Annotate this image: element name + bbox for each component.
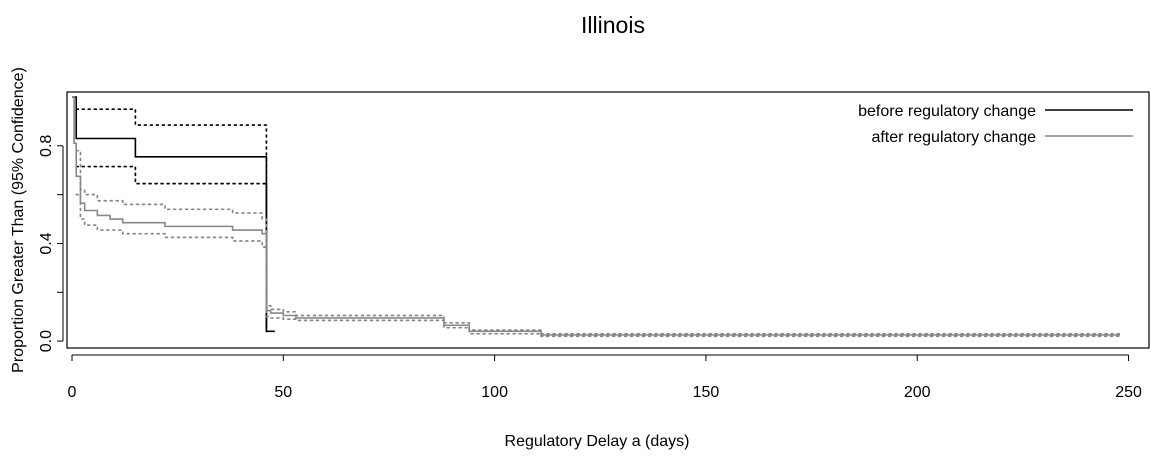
legend-label: before regulatory change (858, 103, 1036, 120)
x-tick-label: 150 (693, 384, 720, 401)
y-tick-label: 0.4 (38, 232, 55, 254)
y-tick-label: 0.8 (38, 135, 55, 157)
y-tick-label: 0.0 (38, 330, 55, 352)
series-layer (72, 96, 1121, 338)
series-2-lower-line (75, 165, 268, 333)
series-5-lower-line (75, 193, 1121, 338)
x-tick-label: 50 (274, 384, 292, 401)
series-1-upper-line (75, 108, 268, 333)
legend-label: after regulatory change (871, 129, 1036, 146)
x-axis: 0 50 100 150 200 250 (68, 354, 1142, 401)
y-axis-label: Proportion Greater Than (95% Confidence) (10, 67, 27, 373)
x-axis-label: Regulatory Delay a (days) (505, 433, 690, 450)
series-0-estimate-line (72, 96, 275, 333)
chart-title: Illinois (581, 12, 645, 38)
y-axis: 0.0 0.4 0.8 (38, 135, 64, 352)
x-tick-label: 100 (481, 384, 508, 401)
legend: before regulatory change after regulatory… (858, 103, 1133, 146)
series-4-upper-line (75, 149, 1121, 335)
x-tick-label: 200 (904, 384, 931, 401)
x-tick-label: 0 (68, 384, 77, 401)
x-tick-label: 250 (1115, 384, 1142, 401)
plot-frame (66, 91, 1150, 349)
